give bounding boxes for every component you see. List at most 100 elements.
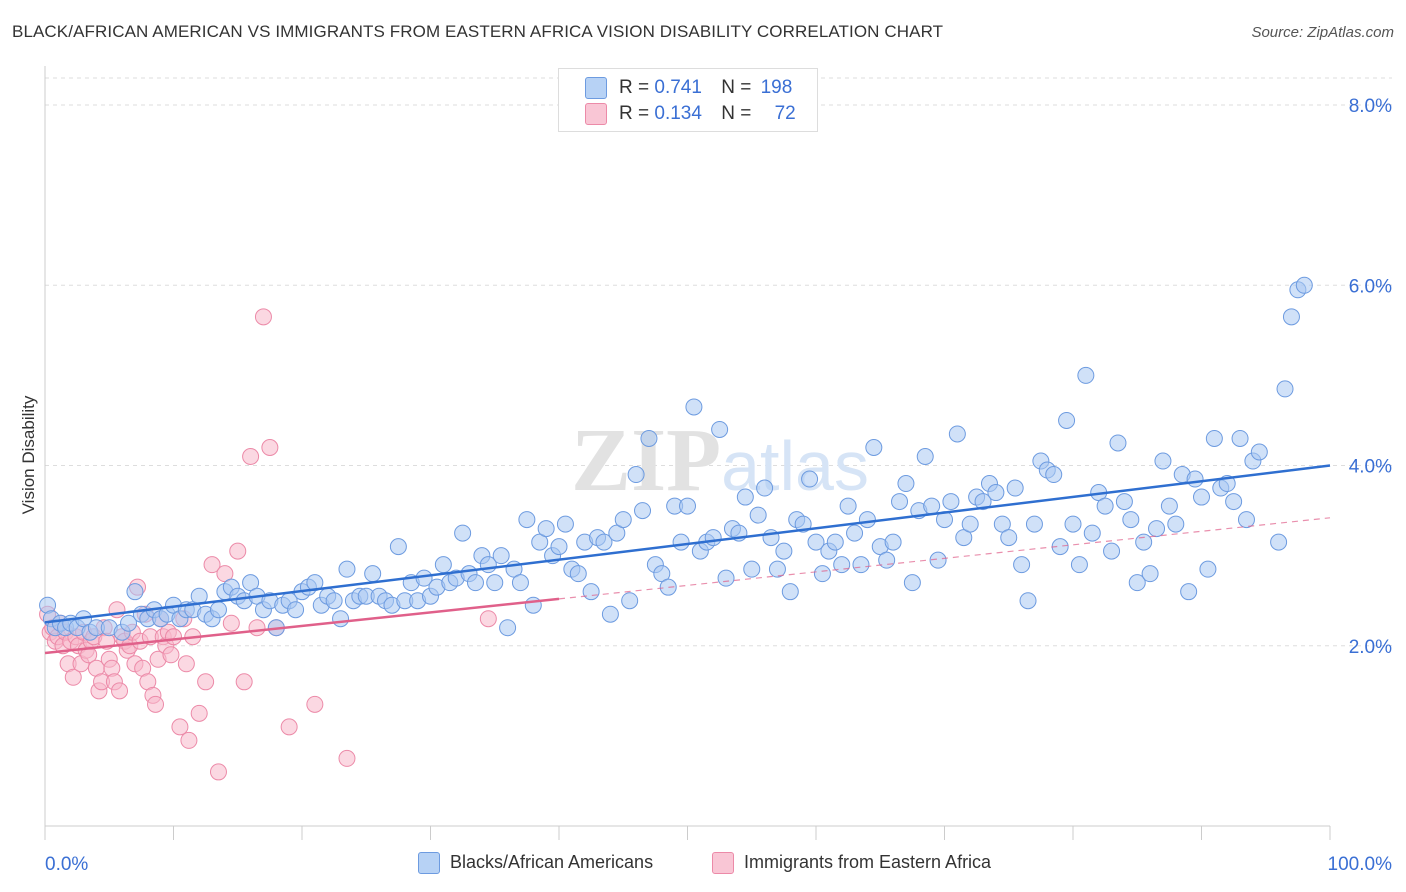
trend-line-pink-dashed — [558, 517, 1331, 600]
chart-title: BLACK/AFRICAN AMERICAN VS IMMIGRANTS FRO… — [12, 22, 944, 41]
point-blue — [1109, 434, 1127, 452]
bottom-legend-pink: Immigrants from Eastern Africa — [712, 852, 991, 875]
legend-swatch-pink — [585, 103, 607, 125]
bottom-legend-label-blue: Blacks/African Americans — [450, 852, 654, 872]
point-blue — [942, 493, 960, 511]
point-pink — [111, 682, 129, 700]
point-blue — [120, 614, 138, 632]
point-blue — [486, 574, 504, 592]
legend-r-value-blue: 0.741 — [654, 77, 702, 99]
trend-line-blue — [44, 464, 1331, 624]
point-blue — [1006, 479, 1024, 497]
point-blue — [454, 524, 472, 542]
point-blue — [511, 574, 529, 592]
point-blue — [858, 511, 876, 529]
point-blue — [1276, 380, 1294, 398]
point-pink — [280, 718, 298, 736]
point-blue — [1070, 556, 1088, 574]
point-blue — [717, 569, 735, 587]
point-blue — [1282, 308, 1300, 326]
trend-line-pink — [44, 597, 560, 655]
point-blue — [903, 574, 921, 592]
point-blue — [550, 538, 568, 556]
watermark: ZIPatlas — [571, 411, 869, 510]
bottom-legend-swatch-blue — [418, 852, 440, 875]
point-blue — [364, 565, 382, 583]
point-blue — [209, 601, 227, 619]
point-blue — [569, 565, 587, 583]
point-pink — [248, 619, 266, 637]
axis-labels: 2.0% 4.0% 6.0% 8.0% 0.0% 100.0% Vision Disabil… — [19, 96, 1392, 875]
point-blue — [1019, 592, 1037, 610]
point-blue — [1045, 466, 1063, 484]
point-blue — [325, 592, 343, 610]
legend-r-label-blue: R = — [619, 77, 650, 99]
source-label: Source: ZipAtlas.com — [1251, 24, 1394, 41]
legend: R = 0.741 N = 198 R = 0.134 N = 72 — [558, 68, 818, 132]
point-blue — [614, 511, 632, 529]
point-pink — [338, 749, 356, 767]
point-blue — [1295, 276, 1313, 294]
x-tick-label-max: 100.0% — [1328, 854, 1393, 875]
point-pink — [171, 718, 189, 736]
point-blue — [1205, 429, 1223, 447]
point-pink — [165, 628, 182, 646]
point-blue — [1103, 542, 1121, 560]
point-blue — [736, 488, 754, 506]
point-pink — [242, 448, 260, 466]
point-blue — [813, 565, 831, 583]
point-blue — [891, 493, 909, 511]
point-pink — [180, 731, 198, 749]
point-blue — [595, 533, 613, 551]
point-blue — [1025, 515, 1043, 533]
point-pink — [306, 695, 324, 713]
point-blue — [1237, 511, 1255, 529]
point-blue — [601, 605, 619, 623]
point-blue — [756, 479, 774, 497]
point-blue — [306, 574, 324, 592]
point-pink — [190, 704, 208, 722]
point-blue — [743, 560, 761, 578]
point-blue — [492, 547, 510, 565]
point-blue — [1250, 443, 1268, 461]
point-blue — [929, 551, 947, 569]
point-pink — [203, 556, 221, 574]
point-pink — [222, 614, 240, 632]
point-blue — [961, 515, 979, 533]
point-blue — [1096, 497, 1114, 515]
point-blue — [807, 533, 825, 551]
point-blue — [556, 515, 574, 533]
point-blue — [987, 484, 1005, 502]
point-blue — [704, 529, 722, 547]
point-blue — [711, 420, 729, 438]
point-blue — [672, 533, 690, 551]
axes — [44, 66, 1331, 840]
point-blue — [1225, 493, 1243, 511]
trend-lines — [44, 464, 1331, 655]
point-blue — [659, 578, 677, 596]
point-blue — [332, 610, 350, 628]
point-pink — [235, 673, 253, 691]
legend-r-value-pink: 0.134 — [654, 103, 702, 125]
point-blue — [466, 574, 484, 592]
y-tick-label: 6.0% — [1349, 276, 1392, 297]
point-blue — [1160, 497, 1178, 515]
point-blue — [1193, 488, 1210, 506]
data-points — [39, 276, 1313, 781]
legend-row-pink: R = 0.134 N = 72 — [585, 103, 796, 127]
point-blue — [897, 475, 915, 493]
point-blue — [679, 497, 696, 515]
point-blue — [499, 619, 517, 637]
watermark-zip: ZIP — [571, 411, 721, 510]
point-blue — [338, 560, 356, 578]
point-blue — [948, 425, 966, 443]
legend-r-label-pink: R = — [619, 103, 650, 125]
point-blue — [1199, 560, 1217, 578]
point-blue — [1077, 366, 1095, 384]
point-blue — [1180, 583, 1198, 601]
point-blue — [634, 502, 652, 520]
legend-n-label-blue: N = — [721, 77, 752, 99]
point-blue — [781, 583, 799, 601]
point-pink — [162, 646, 180, 664]
